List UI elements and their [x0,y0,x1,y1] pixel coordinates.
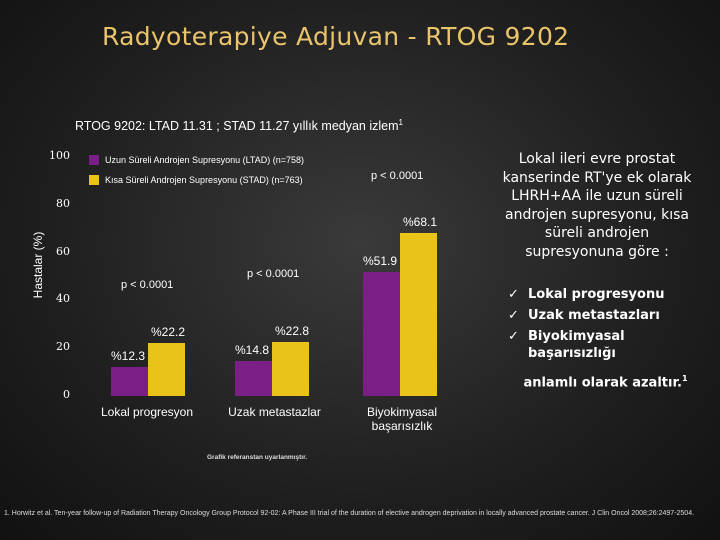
bar-ltad [235,360,272,396]
bar-value-label: %51.9 [363,253,398,268]
legend-swatch-ltad [89,155,99,165]
conclusion-main: anlamlı olarak azaltır. [523,375,682,391]
outcome-list: ✓ Lokal progresyonu ✓ Uzak metastazları ✓ B… [508,286,708,366]
bar-stad [272,341,309,396]
bar-value-label: %14.8 [235,342,270,357]
legend-label-stad: Kısa Süreli Androjen Supresyonu (STAD) (… [105,175,303,185]
y-tick-label: 40 [56,292,70,306]
legend-item-stad: Kısa Süreli Androjen Supresyonu (STAD) (… [89,175,303,185]
bar-ltad [111,366,148,396]
category-label-local: Lokal progresyon [100,405,194,419]
list-item-label: Biyokimyasal başarısızlığı [528,329,625,361]
y-tick-label: 80 [56,196,70,210]
bar-value-label: %22.8 [275,323,310,338]
bar-value-label: %68.1 [403,215,438,230]
chart-title: RTOG 9202: LTAD 11.31 ; STAD 11.27 yıllı… [75,118,403,133]
y-tick-label: 100 [49,149,70,162]
legend-item-ltad: Uzun Süreli Androjen Supresyonu (LTAD) (… [89,155,304,165]
legend-label-ltad: Uzun Süreli Androjen Supresyonu (LTAD) (… [105,155,305,165]
p-value-biochemical: p < 0.0001 [371,170,424,182]
y-tick-label: 60 [56,244,70,258]
list-item-label: Uzak metastazları [528,308,660,323]
bar-value-label: %12.3 [111,348,146,363]
conclusion-sup: 1 [681,374,688,383]
category-label-metastasis: Uzak metastazlar [228,405,321,419]
chart-title-sup: 1 [398,118,403,127]
p-value-metastasis: p < 0.0001 [247,268,300,280]
check-icon: ✓ [508,287,519,302]
conclusion-text: anlamlı olarak azaltır.1 [508,374,703,390]
bar-stad [148,342,185,396]
legend-swatch-stad [89,175,99,185]
list-item-label: Lokal progresyonu [528,287,665,302]
bar-value-label: %22.2 [151,324,186,339]
side-description: Lokal ileri evre prostat kanserinde RT'y… [502,151,692,260]
category-label-biochemical: Biyokimyasal başarısızlık [366,405,438,433]
source-note: Grafik referanstan uyarlanmıştır. [207,454,308,461]
chart-title-text: RTOG 9202: LTAD 11.31 ; STAD 11.27 yıllı… [75,119,399,134]
list-item: ✓ Lokal progresyonu [508,286,708,303]
bar-stad [400,233,437,396]
check-icon: ✓ [508,329,519,344]
list-item: ✓ Biyokimyasal başarısızlığı [508,328,708,362]
reference-text: 1. Horwitz et al. Ten-year follow-up of … [4,510,695,517]
y-tick-label: 0 [63,388,70,401]
check-icon: ✓ [508,308,519,323]
y-tick-label: 20 [56,340,70,354]
slide-title: Radyoterapiye Adjuvan - RTOG 9202 [102,22,570,51]
bar-ltad [363,271,400,396]
p-value-local: p < 0.0001 [121,279,174,291]
list-item: ✓ Uzak metastazları [508,307,708,324]
